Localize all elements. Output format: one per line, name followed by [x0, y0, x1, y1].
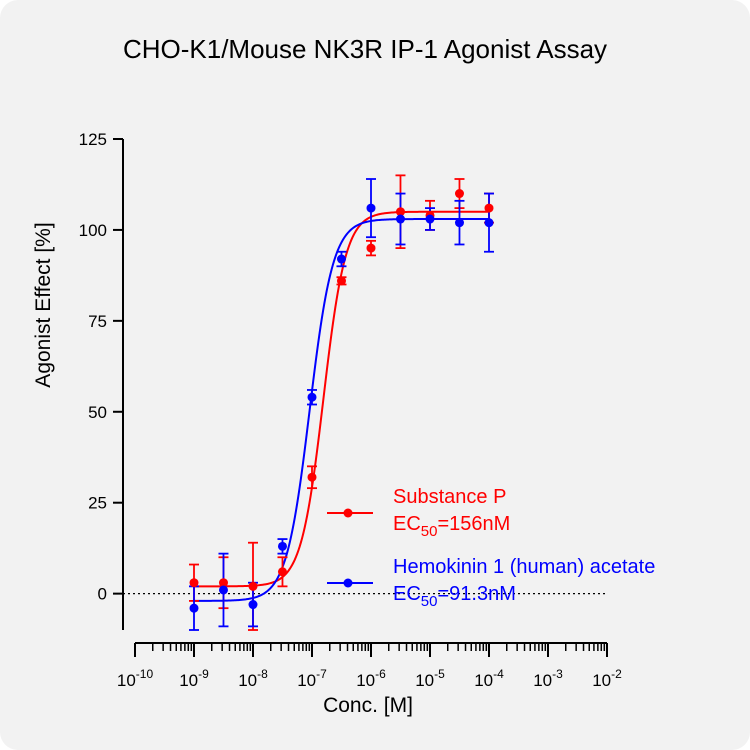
x-axis: 10-10 10-9 10-8 10-7 10-6 10-5 10-4 10-3 10-2	[117, 642, 622, 690]
x-axis-label: Conc. [M]	[323, 694, 413, 717]
y-axis-label: Agonist Effect [%]	[32, 222, 55, 387]
legend-marker-1	[343, 578, 353, 588]
legend-ec50-0: EC50=156nM	[393, 513, 510, 540]
chart-title: CHO-K1/Mouse NK3R IP-1 Agonist Assay	[123, 34, 607, 64]
x-tick-label: 10-5	[415, 667, 445, 690]
fit-curves	[193, 210, 489, 602]
x-tick-label: 10-8	[238, 667, 268, 690]
x-tick-label: 10-10	[117, 667, 154, 690]
x-tick-label: 10-7	[297, 667, 327, 690]
data-point-0	[248, 581, 258, 591]
data-point-0	[307, 472, 317, 482]
data-point-1	[307, 392, 317, 402]
x-tick-label: 10-9	[179, 667, 209, 690]
data-point-1	[425, 214, 435, 224]
y-tick-label: 50	[88, 403, 107, 422]
data-point-0	[189, 578, 199, 588]
data-point-1	[248, 600, 258, 610]
data-points	[189, 189, 494, 613]
data-point-1	[336, 254, 346, 264]
y-tick-label: 125	[79, 130, 107, 149]
legend: Substance P EC50=156nM Hemokinin 1 (human)…	[327, 486, 655, 610]
data-point-1	[218, 585, 228, 595]
legend-marker-0	[343, 508, 353, 518]
data-point-1	[366, 203, 376, 213]
data-point-0	[395, 207, 405, 217]
data-point-0	[336, 276, 346, 286]
legend-series-name-0: Substance P	[393, 486, 506, 508]
y-axis: 0 25 50 75 100 125	[79, 130, 124, 630]
data-point-1	[484, 218, 494, 228]
data-point-1	[189, 603, 199, 613]
data-point-0	[218, 578, 228, 588]
legend-series-name-1: Hemokinin 1 (human) acetate	[393, 556, 655, 578]
y-tick-label: 100	[79, 221, 107, 240]
data-point-1	[277, 541, 287, 551]
data-point-0	[366, 243, 376, 253]
y-tick-label: 0	[98, 585, 107, 604]
data-point-1	[454, 218, 464, 228]
data-point-0	[484, 203, 494, 213]
y-tick-label: 25	[88, 494, 107, 513]
legend-ec50-1: EC50=91.3nM	[393, 583, 516, 610]
x-tick-label: 10-4	[474, 667, 504, 690]
x-tick-label: 10-3	[533, 667, 563, 690]
fit-curve-1	[193, 218, 489, 602]
x-tick-label: 10-2	[592, 667, 622, 690]
x-tick-label: 10-6	[356, 667, 386, 690]
data-point-0	[277, 567, 287, 577]
y-tick-label: 75	[88, 312, 107, 331]
data-point-1	[395, 214, 405, 224]
data-point-0	[454, 189, 464, 199]
fit-curve-0	[194, 210, 489, 588]
